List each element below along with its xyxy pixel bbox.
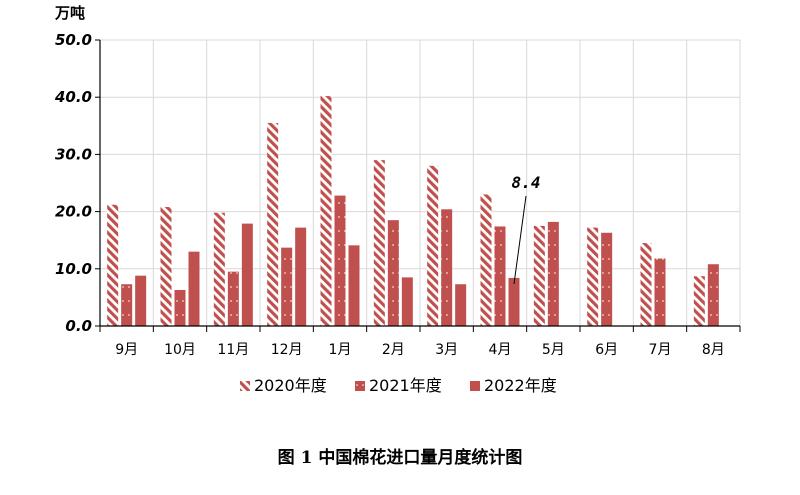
legend-swatch [240, 381, 250, 391]
bar-2022年度-3月 [455, 284, 467, 326]
legend-swatch [355, 381, 365, 391]
legend: 2020年度 2021年度 2022年度 [240, 376, 557, 395]
bar-2022年度-9月 [135, 275, 147, 326]
bar-2020年度-8月 [693, 276, 705, 326]
bar-2022年度-4月 [508, 277, 520, 326]
bar-2022年度-2月 [401, 277, 413, 326]
bars [107, 96, 719, 326]
bar-2021年度-9月 [121, 284, 133, 326]
x-tick-label: 9月 [115, 342, 138, 358]
x-tick-label: 11月 [217, 342, 249, 358]
legend-label: 2022年度 [484, 376, 557, 395]
y-tick-label: 50.0 [55, 31, 92, 49]
bar-2021年度-1月 [334, 195, 346, 326]
annotation-label: 8.4 [512, 173, 541, 192]
bar-2022年度-11月 [241, 223, 253, 326]
bar-2021年度-5月 [547, 221, 559, 326]
bar-2020年度-2月 [373, 160, 385, 326]
x-tick-label: 10月 [164, 342, 196, 358]
bar-2020年度-7月 [640, 243, 652, 326]
x-tick-label: 6月 [595, 342, 618, 358]
bar-2022年度-12月 [295, 227, 307, 326]
annotation-leader-line [513, 195, 527, 285]
legend-swatch [470, 381, 480, 391]
bar-2020年度-1月 [320, 96, 332, 326]
bar-2021年度-7月 [654, 258, 666, 326]
bar-2020年度-5月 [533, 225, 545, 326]
bar-2020年度-9月 [107, 204, 119, 326]
bar-2021年度-10月 [174, 289, 186, 326]
x-tick-labels: 9月 10月 11月 12月 1月 2月 3月 4月 5月 6月 7月 8月 [115, 342, 725, 358]
y-tick-label: 40.0 [54, 88, 92, 106]
x-tick-label: 12月 [271, 342, 303, 358]
bar-2021年度-11月 [227, 271, 239, 326]
y-tick-label: 20.0 [55, 203, 92, 221]
y-tick-label: 0.0 [65, 317, 92, 335]
bar-2021年度-12月 [281, 247, 293, 326]
gridlines [100, 39, 741, 326]
bar-2021年度-4月 [494, 226, 506, 326]
y-tick-label: 30.0 [55, 145, 92, 163]
bar-2021年度-6月 [601, 232, 613, 326]
bar-2020年度-6月 [587, 227, 599, 326]
axes [95, 39, 741, 332]
x-tick-label: 7月 [649, 342, 672, 358]
bar-2022年度-1月 [348, 245, 360, 326]
y-axis-unit: 万吨 [54, 4, 85, 22]
bar-2020年度-10月 [160, 207, 172, 326]
annotation: 8.4 [512, 173, 541, 285]
x-tick-label: 1月 [329, 342, 352, 358]
legend-label: 2021年度 [369, 376, 442, 395]
bar-2022年度-10月 [188, 251, 200, 326]
x-tick-label: 5月 [542, 342, 565, 358]
figure-caption: 图 1 中国棉花进口量月度统计图 [278, 447, 523, 468]
legend-label: 2020年度 [254, 376, 327, 395]
bar-2021年度-3月 [441, 209, 453, 326]
x-tick-label: 8月 [702, 342, 725, 358]
bar-2020年度-4月 [480, 194, 492, 326]
bar-2020年度-3月 [427, 165, 439, 326]
y-tick-label: 10.0 [55, 260, 92, 278]
bar-2021年度-2月 [387, 220, 399, 326]
bar-2020年度-11月 [213, 212, 225, 326]
x-tick-label: 2月 [382, 342, 405, 358]
x-tick-label: 4月 [489, 342, 512, 358]
y-tick-labels: 0.0 10.0 20.0 30.0 40.0 50.0 [54, 31, 92, 335]
bar-2021年度-8月 [707, 264, 719, 326]
x-tick-label: 3月 [435, 342, 458, 358]
bar-2020年度-12月 [267, 122, 279, 326]
